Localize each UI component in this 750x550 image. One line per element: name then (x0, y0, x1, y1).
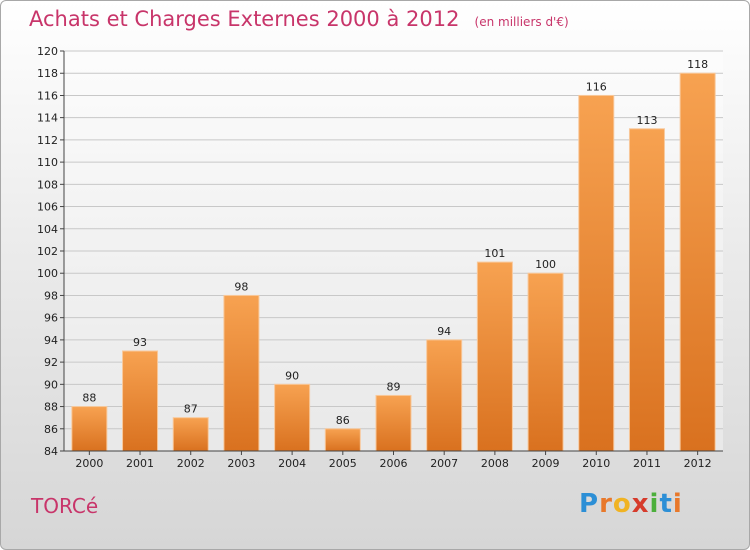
data-label: 116 (586, 80, 607, 93)
x-tick-label: 2008 (481, 457, 509, 470)
data-label: 89 (387, 380, 401, 393)
x-axis: 2000 2001 2002 2003 2004 2005 2006 2007 2008 2009… (64, 450, 723, 470)
data-label: 94 (437, 325, 451, 338)
title-text: Achats et Charges Externes 2000 à 2012 (29, 7, 460, 31)
x-tick-label: 2002 (177, 457, 205, 470)
x-tick-label: 2010 (582, 457, 610, 470)
bar (628, 128, 665, 452)
logo-letter: i (649, 489, 660, 519)
y-tick-label: 112 (37, 134, 58, 147)
logo-letter: P (579, 489, 600, 519)
unit-note: (en milliers d'€) (474, 15, 569, 29)
y-tick-label: 90 (44, 378, 58, 391)
logo-letter: i (672, 489, 683, 519)
bar (476, 261, 513, 452)
chart-title: Achats et Charges Externes 2000 à 2012 (… (29, 7, 569, 31)
bar (679, 72, 716, 452)
data-label: 87 (184, 403, 198, 416)
y-tick-label: 100 (37, 267, 58, 280)
bar (324, 428, 361, 452)
logo-letter: x (631, 489, 650, 519)
bars: 88 93 87 98 90 86 89 94 101 100 116 113 118 (71, 58, 716, 452)
x-tick-label: 2009 (532, 457, 560, 470)
bar (375, 394, 412, 452)
x-tick-label: 2000 (75, 457, 103, 470)
y-tick-label: 94 (44, 334, 58, 347)
data-label: 101 (484, 247, 505, 260)
data-label: 113 (636, 114, 657, 127)
y-tick-label: 108 (37, 178, 58, 191)
x-tick-label: 2005 (329, 457, 357, 470)
place-name: TORCé (31, 494, 99, 518)
x-tick-label: 2003 (227, 457, 255, 470)
y-axis: 84 86 88 90 92 94 96 98 100 102 104 106 108 110 112 114… (37, 45, 65, 458)
y-tick-label: 114 (37, 112, 58, 125)
bar (527, 272, 564, 452)
logo-letter: r (599, 489, 613, 519)
bar (426, 339, 463, 452)
data-label: 118 (687, 58, 708, 71)
x-tick-label: 2011 (633, 457, 661, 470)
data-label: 93 (133, 336, 147, 349)
y-tick-label: 118 (37, 67, 58, 80)
x-tick-label: 2004 (278, 457, 306, 470)
x-tick-label: 2012 (684, 457, 712, 470)
y-tick-label: 106 (37, 201, 58, 214)
x-tick-label: 2007 (430, 457, 458, 470)
y-tick-label: 88 (44, 401, 58, 414)
bar (172, 417, 209, 452)
y-tick-label: 102 (37, 245, 58, 258)
bar (122, 350, 159, 452)
bar (223, 294, 260, 452)
data-label: 90 (285, 369, 299, 382)
y-tick-label: 98 (44, 289, 58, 302)
data-label: 100 (535, 258, 556, 271)
y-tick-label: 84 (44, 445, 58, 458)
bar (578, 94, 615, 452)
logo-letter: o (612, 489, 632, 519)
x-tick-label: 2001 (126, 457, 154, 470)
y-tick-label: 86 (44, 423, 58, 436)
data-label: 86 (336, 414, 350, 427)
y-tick-label: 110 (37, 156, 58, 169)
x-tick-label: 2006 (380, 457, 408, 470)
y-tick-label: 120 (37, 45, 58, 58)
bar (71, 406, 108, 452)
y-tick-label: 116 (37, 89, 58, 102)
data-label: 88 (82, 392, 96, 405)
logo-letter: t (659, 489, 673, 519)
bar (274, 383, 311, 452)
data-label: 98 (234, 280, 248, 293)
y-tick-label: 96 (44, 312, 58, 325)
proxiti-logo: Proxiti (579, 489, 683, 519)
y-tick-label: 92 (44, 356, 58, 369)
y-tick-label: 104 (37, 223, 58, 236)
